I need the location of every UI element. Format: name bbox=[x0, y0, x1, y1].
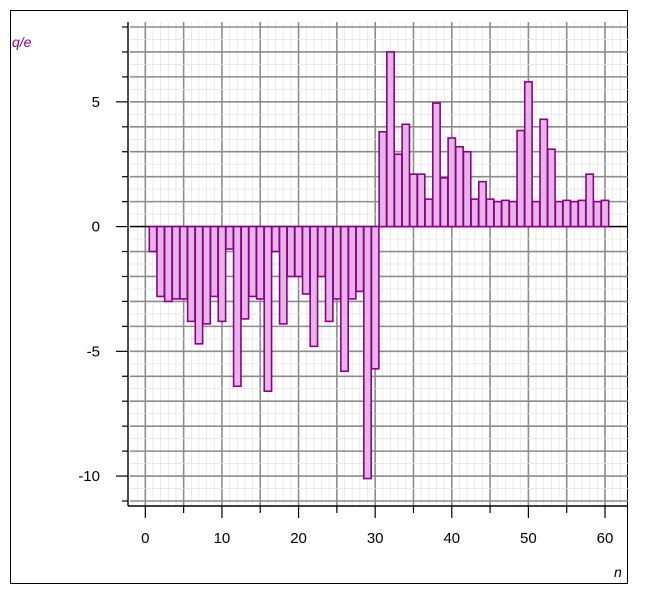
bar bbox=[309, 225, 319, 348]
bar bbox=[562, 199, 572, 228]
bar bbox=[539, 118, 549, 228]
bar bbox=[225, 225, 235, 250]
bar bbox=[217, 225, 227, 323]
bar bbox=[255, 225, 265, 300]
bar bbox=[232, 225, 242, 388]
y-tick-label: -10 bbox=[78, 468, 100, 485]
bar bbox=[271, 225, 281, 253]
bar bbox=[324, 225, 334, 323]
bar bbox=[240, 225, 250, 320]
bar bbox=[401, 123, 411, 228]
x-tick-label: 0 bbox=[141, 530, 149, 547]
bar bbox=[156, 225, 166, 298]
bar bbox=[477, 180, 487, 228]
bar bbox=[148, 225, 158, 253]
bar bbox=[447, 137, 457, 228]
bar bbox=[439, 177, 449, 228]
bar bbox=[347, 225, 357, 300]
bar bbox=[569, 200, 579, 228]
bar bbox=[493, 200, 503, 228]
y-tick-label: -5 bbox=[87, 343, 100, 360]
bar bbox=[179, 225, 189, 300]
bar bbox=[286, 225, 296, 278]
bar bbox=[317, 225, 327, 278]
y-tick-label: 0 bbox=[92, 219, 100, 236]
bar bbox=[163, 225, 173, 303]
bar bbox=[301, 225, 311, 295]
bar bbox=[585, 173, 595, 228]
bar bbox=[462, 150, 472, 228]
y-axis-title: q/e bbox=[12, 34, 32, 50]
bar bbox=[500, 199, 510, 228]
bar bbox=[363, 225, 372, 480]
bar bbox=[431, 102, 441, 228]
bar bbox=[171, 225, 181, 300]
bar bbox=[355, 225, 365, 293]
bar bbox=[485, 198, 495, 228]
bar bbox=[600, 199, 610, 228]
x-tick-label: 20 bbox=[290, 530, 307, 547]
bar bbox=[592, 200, 602, 228]
bar bbox=[386, 51, 395, 228]
axes bbox=[116, 22, 628, 518]
bar bbox=[416, 173, 426, 228]
bar bbox=[424, 198, 434, 228]
bar bbox=[294, 225, 304, 278]
x-tick-label: 40 bbox=[443, 530, 460, 547]
y-tick-label: 5 bbox=[92, 94, 100, 111]
bar bbox=[332, 225, 342, 300]
bar-series bbox=[148, 51, 610, 480]
x-tick-label: 50 bbox=[520, 530, 537, 547]
chart-frame bbox=[10, 10, 628, 584]
bar bbox=[554, 200, 564, 228]
x-tick-label: 10 bbox=[214, 530, 231, 547]
bar bbox=[248, 225, 258, 298]
bar bbox=[378, 130, 388, 228]
bar bbox=[209, 225, 219, 298]
bar bbox=[202, 225, 212, 325]
bar bbox=[408, 173, 418, 228]
bar bbox=[370, 225, 380, 370]
bar bbox=[278, 225, 288, 325]
bar bbox=[340, 225, 350, 373]
bar bbox=[454, 145, 464, 228]
bar bbox=[186, 225, 196, 323]
bar bbox=[546, 148, 556, 228]
x-axis-title: n bbox=[614, 564, 622, 580]
bar bbox=[194, 225, 204, 345]
bar bbox=[516, 129, 526, 228]
bar bbox=[393, 153, 403, 228]
bar bbox=[577, 199, 587, 228]
bar bbox=[531, 200, 541, 228]
bar bbox=[508, 200, 518, 228]
bar bbox=[523, 81, 533, 228]
x-tick-label: 30 bbox=[367, 530, 384, 547]
x-tick-label: 60 bbox=[597, 530, 614, 547]
bar bbox=[470, 198, 480, 228]
bar bbox=[263, 225, 273, 393]
